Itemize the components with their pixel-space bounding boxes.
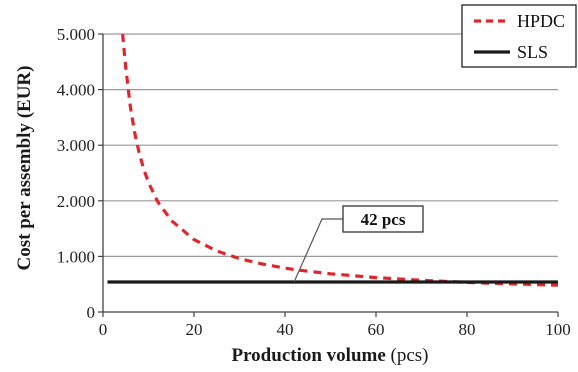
y-tick-label: 3.000 <box>57 136 95 155</box>
x-tick-label: 20 <box>186 320 203 339</box>
x-tick-label: 60 <box>368 320 385 339</box>
tick-labels: 0 1.000 2.000 3.000 4.000 5.000 0 20 40 60 80 100 <box>57 25 571 339</box>
x-axis-title-main: Production volume <box>231 345 385 366</box>
x-axis-title-unit: (pcs) <box>386 345 429 366</box>
legend: HPDC SLS <box>461 4 577 68</box>
y-tick-label: 2.000 <box>57 192 95 211</box>
legend-label-hpdc: HPDC <box>517 11 565 31</box>
y-tick-label: 4.000 <box>57 81 95 100</box>
legend-box <box>461 4 577 68</box>
axes <box>98 33 559 317</box>
grid-lines <box>103 33 558 257</box>
y-tick-label: 1.000 <box>57 247 95 266</box>
annotation: 42 pcs <box>293 205 424 283</box>
series-line-hpdc <box>121 33 559 287</box>
legend-label-sls: SLS <box>517 42 548 62</box>
x-axis-title: Production volume (pcs) <box>231 345 428 366</box>
annotation-box <box>342 205 424 233</box>
y-axis-title: Cost per assembly (EUR) <box>14 66 35 271</box>
annotation-leader-line <box>293 218 343 283</box>
y-tick-label: 5.000 <box>57 25 95 44</box>
y-tick-label: 0 <box>87 303 96 322</box>
x-tick-label: 0 <box>99 320 108 339</box>
annotation-label: 42 pcs <box>361 210 406 229</box>
series-lines <box>107 33 559 287</box>
x-tick-label: 40 <box>277 320 294 339</box>
x-tick-label: 100 <box>545 320 571 339</box>
x-tick-label: 80 <box>459 320 476 339</box>
